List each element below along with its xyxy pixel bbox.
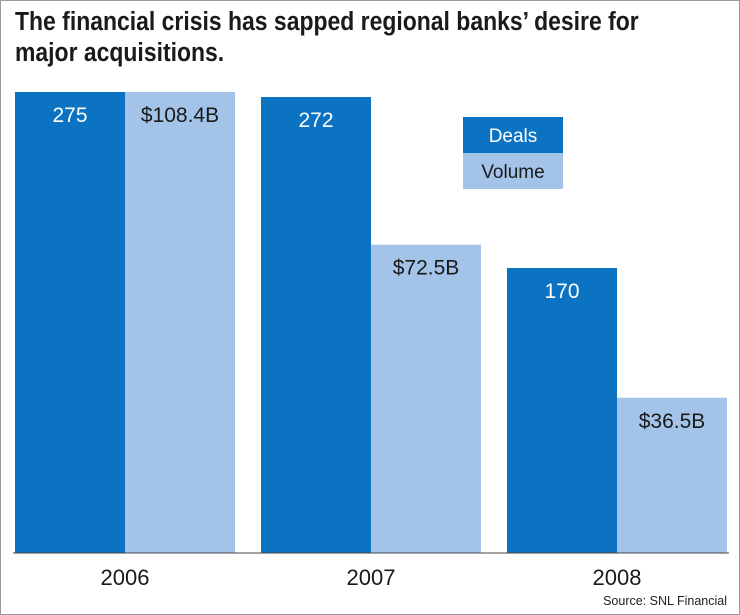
bar-deals-2006 <box>15 92 125 553</box>
chart-title: The financial crisis has sapped regional… <box>15 8 639 67</box>
x-tick-2008: 2008 <box>593 565 642 590</box>
bar-deals-2008 <box>507 268 617 553</box>
legend-label-volume: Volume <box>481 162 544 183</box>
x-tick-2006: 2006 <box>101 565 150 590</box>
source-note: Source: SNL Financial <box>603 594 727 608</box>
legend-swatch-deals <box>463 117 563 153</box>
x-tick-2007: 2007 <box>347 565 396 590</box>
legend-swatch-volume <box>463 153 563 189</box>
legend-label-deals: Deals <box>489 126 538 147</box>
bar-volume-2008 <box>617 397 727 553</box>
bar-label-volume-2007: $72.5B <box>393 257 460 280</box>
bar-deals-2007 <box>261 97 371 554</box>
bar-label-deals-2006: 275 <box>52 104 87 127</box>
bar-label-deals-2007: 272 <box>298 109 333 132</box>
bar-volume-2007 <box>371 244 481 553</box>
bar-label-volume-2006: $108.4B <box>141 104 219 127</box>
bar-volume-2006 <box>125 92 235 553</box>
bars-group: 275 $108.4B 272 $72.5B 170 $36.5B <box>15 92 727 554</box>
legend: Deals Volume <box>463 117 563 189</box>
x-tick-labels: 2006 2007 2008 <box>101 565 642 590</box>
bar-label-volume-2008: $36.5B <box>639 410 706 433</box>
bar-label-deals-2008: 170 <box>544 280 579 303</box>
